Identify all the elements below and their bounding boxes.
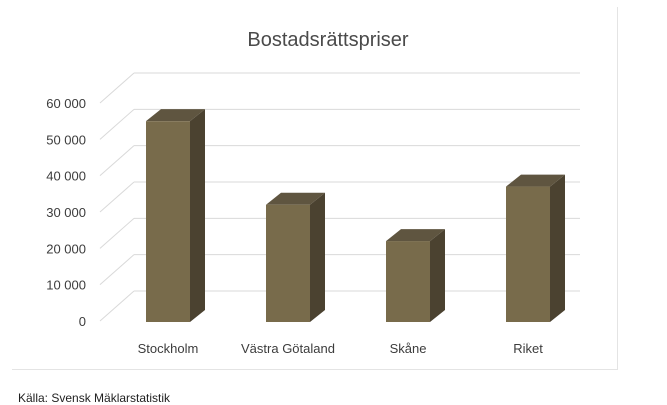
grid-line [99,254,135,286]
chart-frame: Bostadsrättspriser 0 10 000 20 000 30 000 40… [12,7,618,370]
bar-side [550,174,565,322]
y-axis-ticks: 0 10 000 20 000 30 000 40 000 50 000 60 000 [46,96,86,329]
category-label: Riket [513,341,543,356]
grid-line [99,217,135,249]
bar [266,192,325,322]
bar-side [310,192,325,322]
bar [146,109,205,323]
bar-front [386,241,430,322]
grid-line [99,108,135,140]
bar-front [266,204,310,322]
bar-top [146,109,205,122]
y-tick-label: 10 000 [46,278,86,293]
source-note: Källa: Svensk Mäklarstatistik [18,391,171,405]
y-tick-label: 20 000 [46,241,86,256]
y-tick-label: 60 000 [46,96,86,111]
bar-top [506,174,565,187]
grid-line [99,72,135,104]
bar-chart: Bostadsrättspriser 0 10 000 20 000 30 000 40… [46,29,580,356]
x-axis-categories: Stockholm Västra Götaland Skåne Riket [138,341,544,356]
category-label: Stockholm [138,341,199,356]
bar-side [190,109,205,323]
bar-front [146,121,190,323]
bar-front [506,186,550,322]
bar-top [266,192,325,205]
grid-line [99,145,135,177]
y-tick-label: 30 000 [46,205,86,220]
chart-title: Bostadsrättspriser [247,29,409,51]
grid-line [99,181,135,213]
bar [386,229,445,322]
bar-side [430,229,445,322]
bar [506,174,565,322]
category-label: Skåne [390,341,427,356]
y-tick-label: 40 000 [46,169,86,184]
y-tick-label: 50 000 [46,132,86,147]
grid [99,72,580,322]
bar-top [386,229,445,242]
category-label: Västra Götaland [241,341,335,356]
y-tick-label: 0 [79,314,86,329]
grid-line [99,290,135,322]
bars [146,109,565,323]
